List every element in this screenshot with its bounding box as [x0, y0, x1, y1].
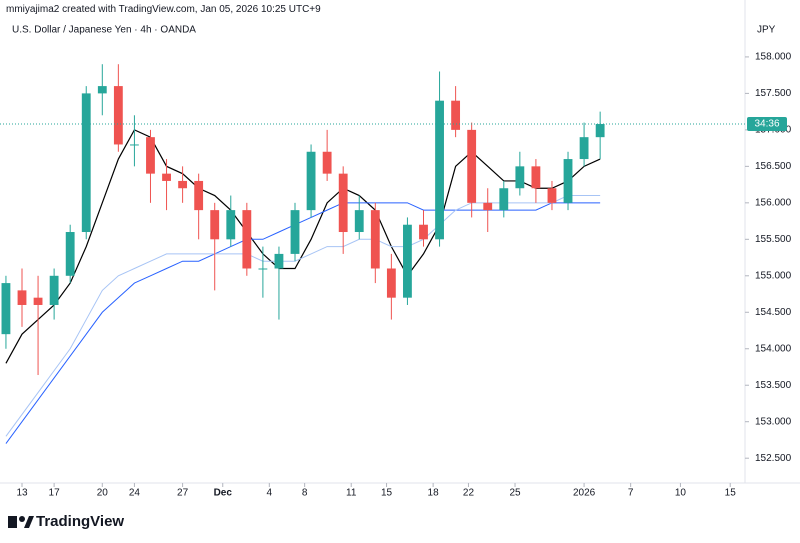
candle-body: [226, 210, 236, 240]
y-tick-label: 153.000: [755, 416, 792, 427]
x-tick-label: 10: [675, 488, 687, 499]
candle-body: [290, 210, 300, 254]
x-tick-label: 25: [509, 488, 521, 499]
symbol-title: U.S. Dollar / Japanese Yen · 4h · OANDA: [12, 25, 196, 36]
y-tick-label: 152.500: [755, 453, 792, 464]
x-tick-label: 15: [381, 488, 393, 499]
countdown-box: [747, 117, 787, 132]
x-tick-label: 22: [463, 488, 475, 499]
currency-label: JPY: [757, 25, 776, 36]
candle-body: [210, 210, 220, 240]
x-tick-label: 27: [177, 488, 189, 499]
y-tick-label: 153.500: [755, 380, 792, 391]
countdown: 34:36: [754, 119, 779, 130]
y-tick-label: 155.000: [755, 270, 792, 281]
candle-body: [419, 224, 428, 240]
x-tick-label: 4: [267, 488, 273, 499]
candle-body: [113, 86, 123, 145]
candle-body: [146, 137, 155, 174]
candle-body: [403, 224, 412, 298]
candle-body: [194, 180, 204, 211]
x-tick-label: 15: [725, 488, 737, 499]
candle-body: [451, 100, 461, 130]
x-tick-label: 11: [346, 488, 357, 499]
candle-body: [242, 210, 252, 269]
candle-body: [274, 253, 284, 269]
plot: [1, 64, 605, 444]
candle-body: [338, 173, 348, 233]
x-tick-label: 24: [129, 488, 141, 499]
candle-body: [547, 188, 557, 203]
candle-body: [499, 188, 509, 211]
moving-average: [5, 129, 601, 364]
candle-body: [130, 144, 139, 146]
y-tick-label: 158.000: [755, 52, 792, 63]
logo-text: TradingView: [36, 513, 124, 530]
y-tick-label: 154.500: [755, 307, 792, 318]
candle-body: [579, 137, 589, 160]
x-tick-label: 8: [302, 488, 308, 499]
candle-body: [322, 151, 332, 174]
header: mmiyajima2 created with TradingView.com,…: [6, 4, 321, 15]
candle-body: [81, 93, 91, 233]
x-tick-label: 7: [628, 488, 634, 499]
candle-body: [65, 232, 75, 276]
candle-body: [97, 86, 107, 94]
candle-body: [467, 129, 477, 203]
x-tick-label: 13: [16, 488, 28, 499]
candle-body: [435, 100, 444, 240]
candle-body: [354, 210, 364, 233]
y-tick-label: 155.500: [755, 234, 792, 245]
candle-body: [370, 210, 380, 269]
moving-average: [5, 195, 601, 437]
y-tick-label: 154.000: [755, 343, 792, 354]
x-tick-label: 20: [97, 488, 109, 499]
y-tick-label: 156.500: [755, 161, 792, 172]
y-tick-label: 156.000: [755, 197, 792, 208]
candle-body: [258, 268, 268, 270]
x-tick-label: Dec: [214, 488, 233, 499]
candle-body: [17, 290, 27, 305]
candle-body: [386, 268, 396, 298]
candle-body: [49, 275, 59, 305]
logo: TradingView: [8, 513, 124, 530]
candle-body: [162, 173, 171, 181]
candle-body: [563, 159, 573, 203]
candle-body: [483, 202, 493, 211]
candle-body: [306, 151, 316, 211]
candle-body: [33, 297, 43, 305]
candle-body: [515, 166, 525, 189]
candle-body: [595, 124, 605, 138]
candle-body: [1, 283, 11, 335]
x-tick-label: 2026: [573, 488, 596, 499]
moving-average: [5, 202, 601, 444]
candle-body: [178, 180, 188, 189]
x-tick-label: 17: [49, 488, 61, 499]
candle-body: [531, 166, 541, 189]
x-tick-label: 18: [428, 488, 440, 499]
y-tick-label: 157.500: [755, 88, 792, 99]
